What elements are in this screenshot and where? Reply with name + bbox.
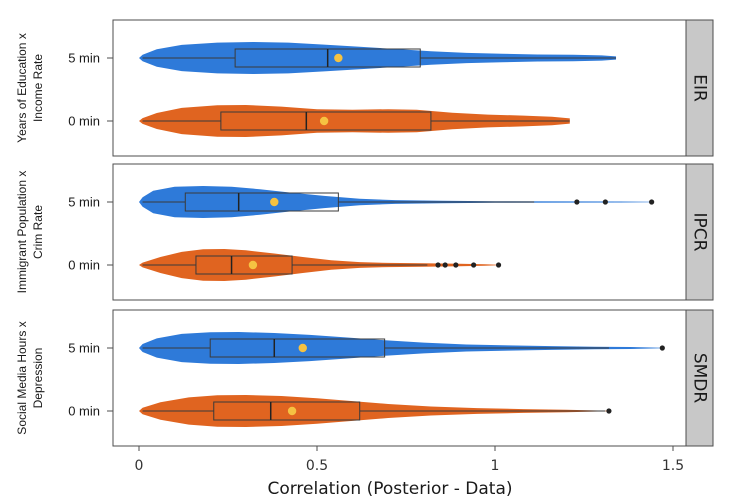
group-0-min: 0 min xyxy=(68,249,502,281)
box xyxy=(220,111,432,131)
box xyxy=(184,192,339,212)
panel-smdr: SMDR Social Media Hours x Depression 5 min 0… xyxy=(15,309,714,447)
facet-title-line: Crim Rate xyxy=(31,205,45,259)
panel-frame xyxy=(112,309,687,447)
x-tick-label: 1.5 xyxy=(662,458,684,474)
group-5-min: 5 min xyxy=(68,186,655,218)
x-tick-label: 0 xyxy=(135,458,144,474)
outlier-point xyxy=(602,199,608,205)
panel-frame xyxy=(112,19,687,157)
facet-title-line: Years of Education x xyxy=(15,33,29,143)
outlier-point xyxy=(442,262,448,268)
facet-strip-label: IPCR xyxy=(690,213,710,252)
mean-point xyxy=(287,406,297,416)
outlier-point xyxy=(435,262,441,268)
facet-strip xyxy=(685,163,714,301)
outlier-point xyxy=(471,262,477,268)
mean-point xyxy=(334,53,343,63)
violin xyxy=(139,105,570,137)
outlier-point xyxy=(495,262,502,268)
group-5-min: 5 min xyxy=(68,42,617,74)
x-axis-title: Correlation (Posterior - Data) xyxy=(267,479,512,499)
category-label: 5 min xyxy=(68,195,100,210)
mean-point xyxy=(319,116,329,126)
panel-ipcr: IPCR Immigrant Population x Crim Rate 5 min… xyxy=(15,163,714,301)
category-label: 5 min xyxy=(68,341,100,356)
facet-strip-label: SMDR xyxy=(690,353,710,404)
panel-eir: EIR Years of Education x Income Rate 5 min 0… xyxy=(15,19,714,157)
facet-title-line: Depression xyxy=(31,348,45,409)
box xyxy=(209,338,386,358)
facet-strip xyxy=(685,309,714,447)
outlier-point xyxy=(649,199,655,205)
mean-point xyxy=(270,197,279,207)
mean-point xyxy=(298,343,307,353)
outlier-point xyxy=(606,408,612,414)
group-0-min: 0 min xyxy=(68,105,570,137)
x-tick-label: 1 xyxy=(491,458,500,474)
box xyxy=(195,255,293,275)
x-axis: 0 0.5 1 1.5 Correlation (Posterior - Data) xyxy=(135,446,684,499)
category-label: 0 min xyxy=(68,114,100,129)
facet-title-line: Immigrant Population x xyxy=(15,171,29,294)
group-5-min: 5 min xyxy=(68,332,665,364)
category-label: 5 min xyxy=(68,51,100,66)
facet-title-line: Social Media Hours x xyxy=(15,321,29,434)
category-label: 0 min xyxy=(68,258,100,273)
outlier-point xyxy=(453,262,459,268)
x-tick-label: 0.5 xyxy=(306,458,328,474)
group-0-min: 0 min xyxy=(68,395,612,427)
facet-title-line: Income Rate xyxy=(31,54,45,122)
category-label: 0 min xyxy=(68,404,100,419)
box xyxy=(213,401,361,421)
outlier-point xyxy=(574,199,580,205)
mean-point xyxy=(248,260,258,270)
outlier-point xyxy=(659,345,665,351)
violin xyxy=(139,42,616,74)
facet-strip xyxy=(685,19,714,157)
facet-strip-label: EIR xyxy=(690,74,710,102)
